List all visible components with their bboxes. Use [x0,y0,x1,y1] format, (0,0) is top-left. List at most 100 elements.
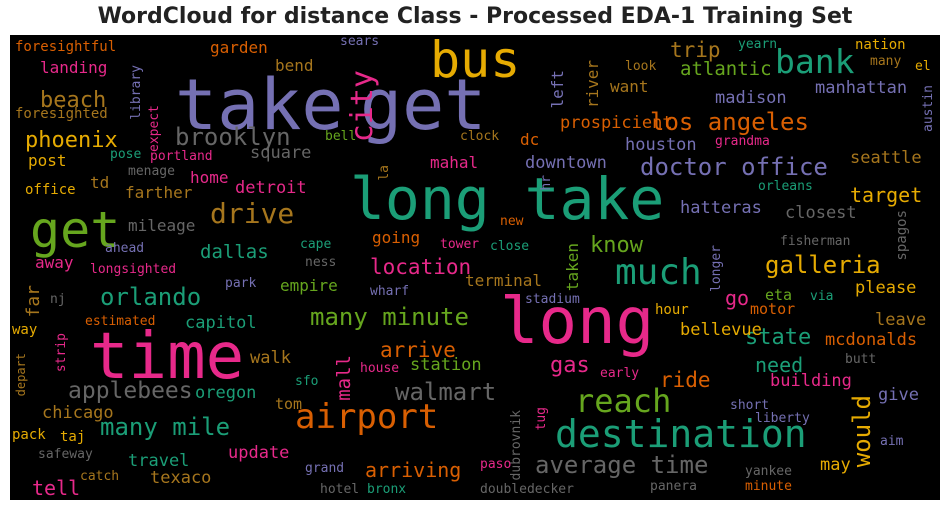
word-going: going [372,228,421,247]
word-dallas: dallas [200,241,269,263]
word-mileage: mileage [128,216,196,235]
word-la: la [377,165,392,181]
word-garden: garden [210,38,268,57]
word-applebees: applebees [68,378,193,404]
word-seattle: seattle [850,148,922,168]
word-sears: sears [340,35,380,49]
word-trip: trip [670,38,721,62]
word-get: get [30,201,121,259]
word-orlando: orlando [100,283,202,311]
word-longsighted: longsighted [90,262,177,277]
word-ride: ride [660,368,711,392]
word-bank: bank [775,42,855,81]
word-brooklyn: brooklyn [175,123,291,151]
word-dubrovnik: dubrovnik [509,410,524,481]
word-td: td [90,173,110,192]
word-wharf: wharf [370,284,410,299]
word-longer: longer [709,245,724,292]
word-airport: airport [295,397,439,437]
word-cape: cape [300,237,332,252]
word-many-mile: many mile [100,413,231,441]
word-dc: dc [520,130,540,149]
word-far: far [23,285,44,318]
word-need: need [755,353,804,377]
word-depart: depart [14,353,28,397]
word-catch: catch [80,469,120,484]
word-long: long [500,285,655,359]
word-madison: madison [715,88,787,108]
word-much: much [615,252,702,293]
word-destination: destination [555,412,807,456]
word-post: post [28,151,67,170]
word-would: would [848,395,876,468]
word-leave: leave [875,310,927,330]
word-arrive: arrive [380,338,456,362]
word-empire: empire [280,276,338,295]
word-reach: reach [575,382,672,420]
word-know: know [590,233,643,258]
word-building: building [770,371,852,391]
word-take: take [175,64,344,146]
word-oregon: oregon [195,383,257,403]
word-river: river [583,60,602,109]
word-nj: nj [50,292,66,307]
word-park: park [225,276,257,291]
word-bend: bend [275,56,314,75]
word-go: go [725,286,750,310]
word-way: way [12,322,38,338]
word-houston: houston [625,135,697,155]
word-closest: closest [785,203,857,223]
word-phoenix: phoenix [25,128,118,153]
word-pack: pack [12,427,46,443]
word-station: station [410,355,482,375]
word-liberty: liberty [755,411,810,426]
word-strip: strip [54,333,69,373]
word-panera: panera [650,479,697,494]
word-los-angeles: los angeles [650,108,809,136]
word-home: home [190,168,229,187]
word-mcdonalds: mcdonalds [825,330,918,350]
word-please: please [855,278,917,298]
word-tug: tug [534,407,549,431]
word-square: square [250,143,312,163]
word-galleria: galleria [765,251,881,279]
word-paso: paso [480,457,512,472]
word-capitol: capitol [185,313,257,333]
word-tell: tell [32,476,81,500]
word-yankee: yankee [745,464,792,479]
word-foresighted: foresighted [15,106,108,122]
word-hr: hr [539,175,554,191]
word-mahal: mahal [430,153,479,172]
word-grand: grand [305,461,345,476]
word-ness: ness [305,255,337,270]
word-gas: gas [550,353,590,378]
word-safeway: safeway [38,447,93,462]
word-austin: austin [921,85,936,132]
word-early: early [600,366,640,381]
word-fisherman: fisherman [780,234,851,249]
word-terminal: terminal [465,271,543,290]
word-motor: motor [750,300,796,318]
word-bell: bell [325,129,357,144]
word-close: close [490,239,530,254]
word-pose: pose [110,147,142,162]
word-minute: minute [745,479,792,494]
word-doubledecker: doubledecker [480,482,574,497]
word-farther: farther [125,183,193,202]
word-location: location [370,255,472,279]
word-want: want [610,77,649,96]
word-bellevue: bellevue [680,320,762,340]
word-average-time: average time [535,451,709,479]
word-manhattan: manhattan [815,78,908,98]
word-clock: clock [460,129,500,144]
word-taj: taj [60,429,86,445]
word-short: short [730,398,770,413]
word-give: give [878,385,919,405]
word-tom: tom [275,395,303,413]
word-ahead: ahead [105,241,145,256]
word-library: library [129,65,144,120]
word-texaco: texaco [150,468,212,488]
word-portland: portland [150,149,213,164]
word-hotel: hotel [320,482,360,497]
word-away: away [35,253,74,272]
